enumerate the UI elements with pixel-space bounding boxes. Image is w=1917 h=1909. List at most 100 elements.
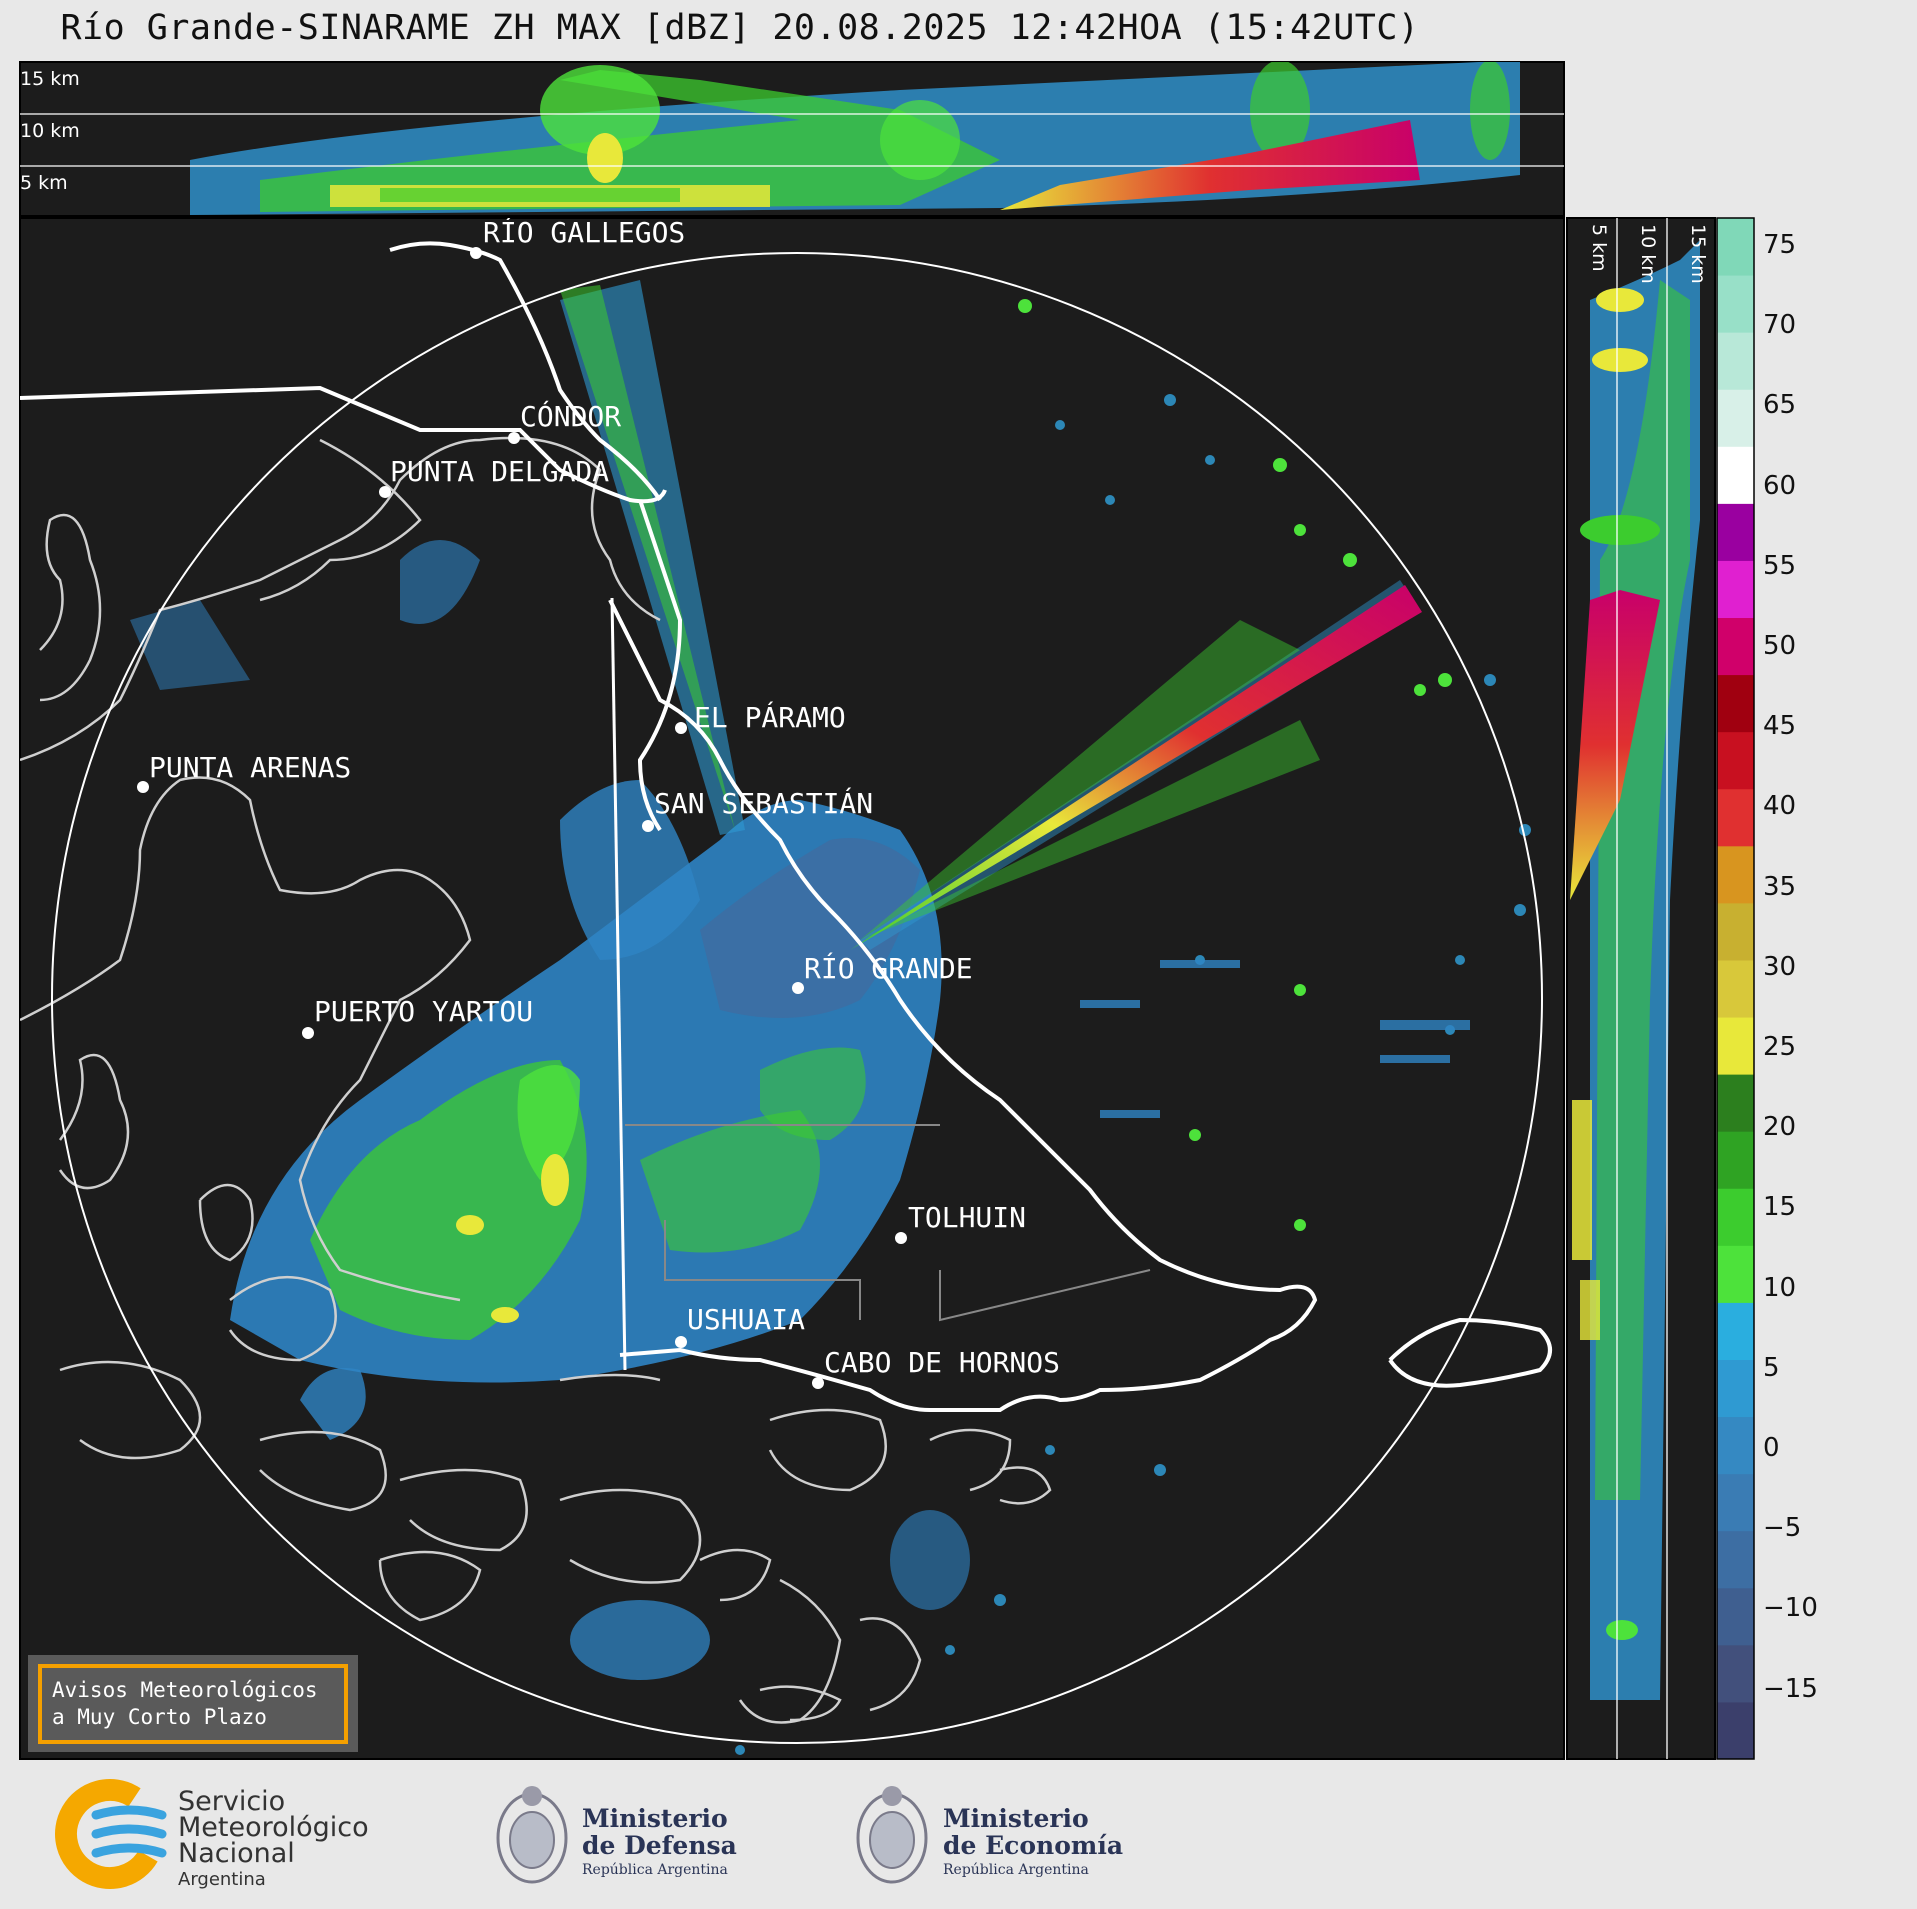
city-dot (379, 486, 391, 498)
colorbar-step (1717, 332, 1754, 390)
city-label: SAN SEBASTIÁN (654, 786, 873, 820)
defensa-text: Ministerio (582, 1804, 728, 1833)
city-label: TOLHUIN (908, 1201, 1026, 1234)
defensa-logo: Ministerio de Defensa República Argentin… (496, 1786, 737, 1884)
city-dot (675, 1336, 687, 1348)
colorbar-tick: 25 (1763, 1032, 1796, 1062)
economia-text: de Economía (943, 1831, 1123, 1860)
tdf-coastline (20, 241, 1552, 1412)
colorbar-step (1717, 1245, 1754, 1303)
colorbar-step (1717, 674, 1754, 733)
city-label: EL PÁRAMO (694, 700, 846, 734)
side-level-label: 10 km (1637, 224, 1659, 284)
colorbar-step (1717, 902, 1754, 961)
top-level-label: 5 km (20, 172, 68, 194)
city-label: PUNTA ARENAS (149, 751, 351, 784)
economia-logo: Ministerio de Economía República Argenti… (856, 1786, 1123, 1884)
echo-field (130, 280, 1531, 1755)
colorbar-tick: 5 (1763, 1353, 1780, 1383)
smn-text: Nacional (178, 1838, 295, 1869)
defensa-text: de Defensa (582, 1831, 737, 1860)
side-cross-section: 5 km 10 km 15 km (1566, 217, 1716, 1760)
footer-logos: Servicio Meteorológico Nacional Argentin… (54, 1779, 1123, 1890)
colorbar-step (1717, 446, 1754, 504)
colorbar-tick: 40 (1763, 791, 1796, 821)
city-dot (470, 247, 482, 259)
smn-text: Meteorológico (178, 1812, 369, 1843)
top-cross-section: 15 km 10 km 5 km (19, 61, 1565, 217)
colorbar-tick: 50 (1763, 631, 1796, 661)
colorbar-step (1717, 845, 1754, 904)
colorbar-step (1717, 788, 1754, 847)
main-map: RÍO GALLEGOS CÓNDOR PUNTA DELGADA EL PÁR… (19, 215, 1565, 1760)
city-label: CABO DE HORNOS (824, 1346, 1060, 1379)
colorbar-tick: 0 (1763, 1433, 1780, 1463)
city-label: PUERTO YARTOU (314, 995, 533, 1028)
economia-text: Ministerio (943, 1804, 1089, 1833)
colorbar-tick: 15 (1763, 1192, 1796, 1222)
smn-logo: Servicio Meteorológico Nacional Argentin… (54, 1779, 369, 1890)
colorbar-ticks: 75 70 65 60 55 50 45 40 35 30 25 20 15 1… (1763, 230, 1818, 1704)
colorbar-tick: 30 (1763, 952, 1796, 982)
strong-echo-beam (850, 585, 1422, 950)
coastlines (20, 436, 1052, 1724)
colorbar-steps (1717, 218, 1754, 1760)
avisos-line1: Avisos Meteorológicos (52, 1678, 318, 1702)
defensa-text: República Argentina (582, 1862, 728, 1878)
colorbar: 75 70 65 60 55 50 45 40 35 30 25 20 15 1… (1716, 217, 1818, 1760)
smn-text: Argentina (178, 1869, 266, 1890)
colorbar-tick: 60 (1763, 471, 1796, 501)
city-label: USHUAIA (687, 1303, 805, 1336)
smn-text: Servicio (178, 1786, 285, 1817)
range-ring (51, 252, 1543, 1744)
colorbar-tick: 70 (1763, 310, 1796, 340)
smn-logo-icon (54, 1779, 165, 1889)
colorbar-tick: −10 (1763, 1593, 1818, 1623)
avisos-line2: a Muy Corto Plazo (52, 1705, 267, 1729)
city-dot (508, 432, 520, 444)
colorbar-step (1717, 1530, 1754, 1589)
colorbar-step (1717, 1644, 1754, 1703)
top-level-label: 15 km (20, 68, 80, 90)
city-dot (792, 982, 804, 994)
colorbar-step (1717, 731, 1754, 790)
colorbar-step (1717, 617, 1754, 676)
colorbar-tick: −15 (1763, 1674, 1818, 1704)
colorbar-tick: 65 (1763, 390, 1796, 420)
colorbar-step (1717, 1701, 1754, 1760)
colorbar-step (1717, 1359, 1754, 1418)
colorbar-step (1717, 1074, 1754, 1132)
colorbar-step (1717, 560, 1754, 619)
city-dot (137, 781, 149, 793)
avisos-box: Avisos Meteorológicos a Muy Corto Plazo (28, 1655, 358, 1752)
colorbar-step (1717, 218, 1754, 276)
colorbar-step (1717, 1188, 1754, 1246)
city-label: RÍO GALLEGOS (483, 215, 685, 249)
map-title: Río Grande-SINARAME ZH MAX [dBZ] 20.08.2… (60, 8, 1420, 48)
colorbar-step (1717, 1131, 1754, 1189)
colorbar-tick: 10 (1763, 1273, 1796, 1303)
colorbar-step (1717, 1017, 1754, 1075)
top-level-label: 10 km (20, 120, 80, 142)
colorbar-tick: 35 (1763, 872, 1796, 902)
colorbar-tick: 45 (1763, 711, 1796, 741)
side-level-label: 5 km (1588, 224, 1610, 272)
city-label: RÍO GRANDE (804, 951, 973, 985)
colorbar-tick: 20 (1763, 1112, 1796, 1142)
city-labels: RÍO GALLEGOS CÓNDOR PUNTA DELGADA EL PÁR… (137, 215, 1060, 1389)
colorbar-step (1717, 1473, 1754, 1532)
colorbar-tick: −5 (1763, 1513, 1801, 1543)
city-label: PUNTA DELGADA (390, 455, 609, 488)
city-dot (812, 1377, 824, 1389)
border-line (610, 597, 627, 1371)
city-dot (675, 722, 687, 734)
colorbar-step (1717, 1416, 1754, 1475)
colorbar-step (1717, 1587, 1754, 1646)
city-dot (895, 1232, 907, 1244)
side-level-label: 15 km (1687, 224, 1709, 284)
colorbar-step (1717, 1302, 1754, 1360)
city-dot (302, 1027, 314, 1039)
colorbar-step (1717, 503, 1754, 561)
colorbar-tick: 55 (1763, 551, 1796, 581)
